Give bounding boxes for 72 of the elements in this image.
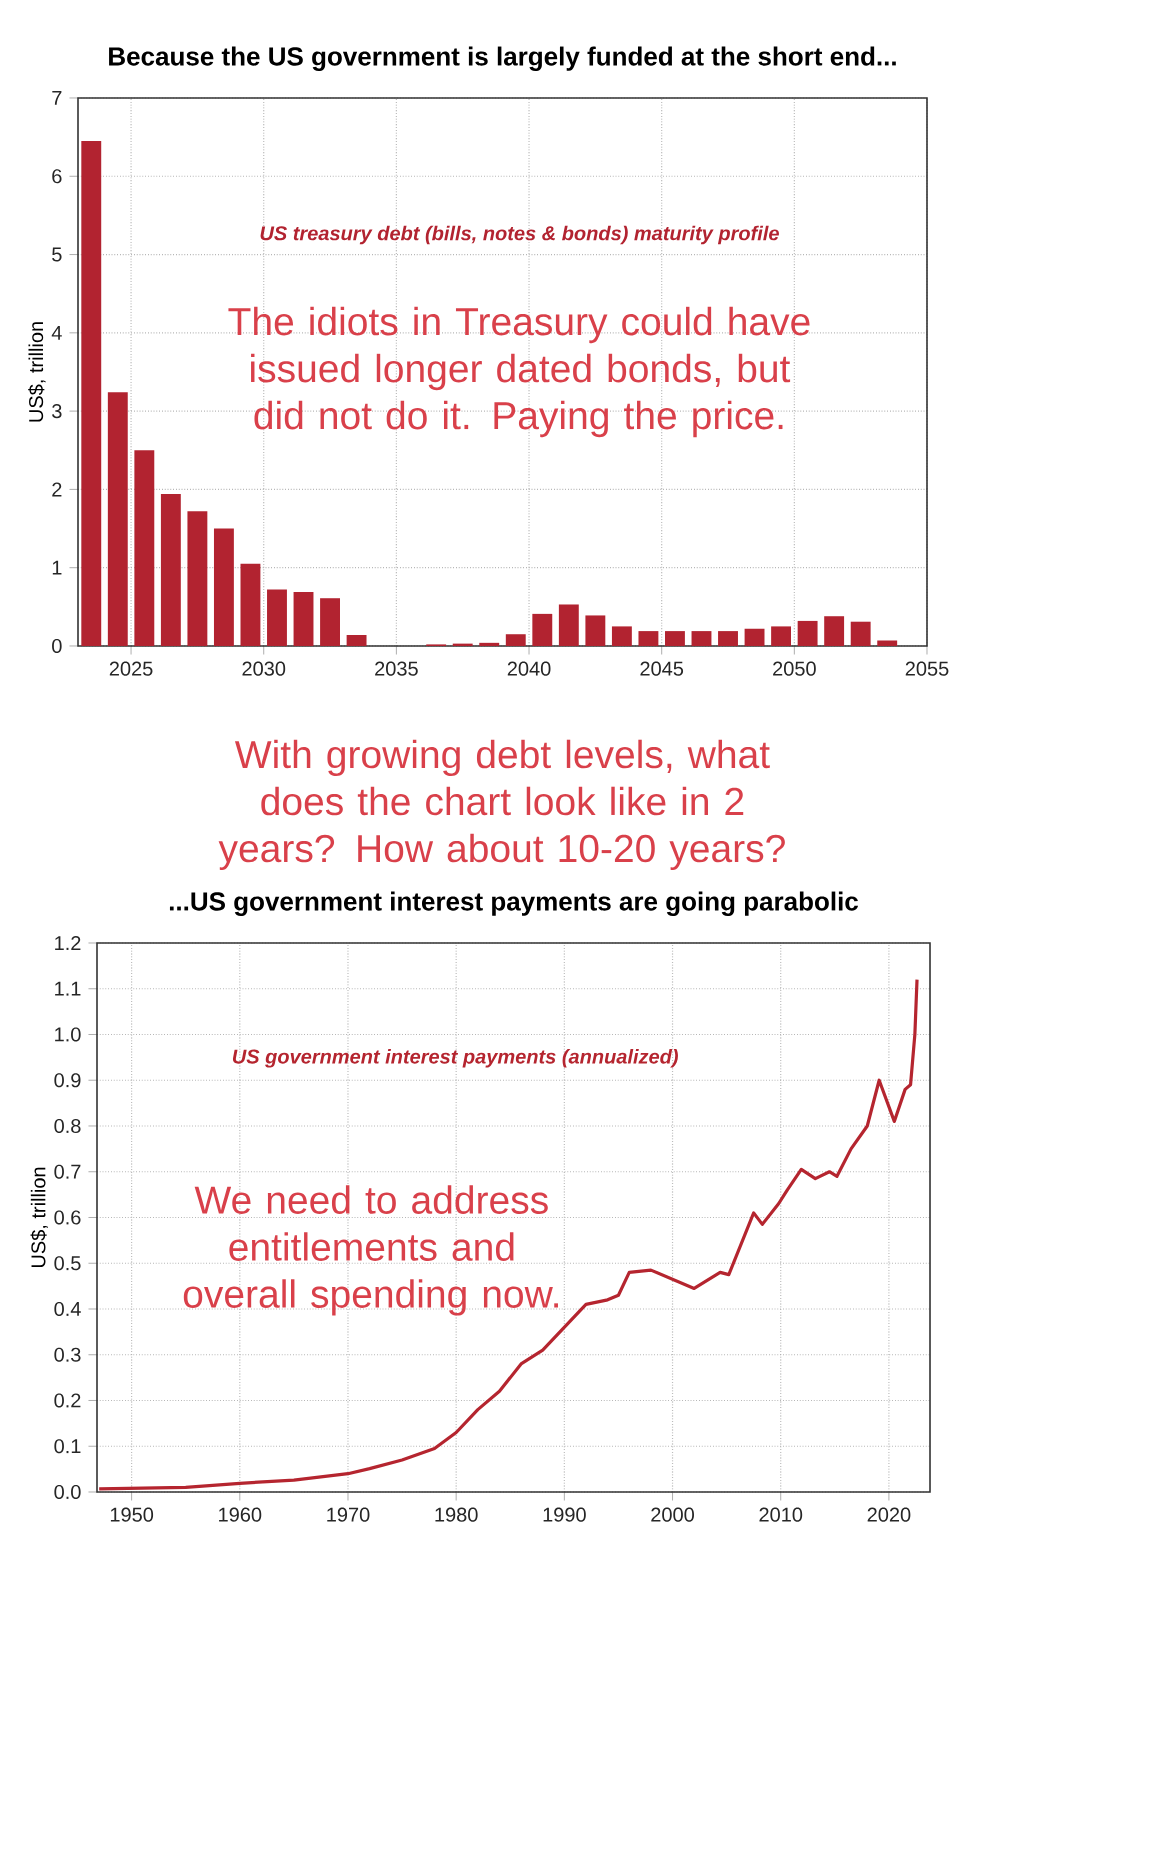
bar — [877, 640, 898, 646]
y-tick-label: 0.1 — [54, 1439, 81, 1454]
bar — [134, 450, 155, 646]
bar — [187, 511, 208, 646]
y-tick-label: 0 — [52, 638, 62, 654]
bar — [824, 616, 845, 646]
annotation: US government interest payments (annualized) — [232, 1048, 678, 1068]
y-tick-label: 0.6 — [54, 1210, 81, 1225]
annotation: The idiots in Treasury could have issued longer dated bonds, but did not do it. Paying the price. — [228, 306, 810, 438]
y-tick-label: 1 — [52, 560, 62, 575]
bar — [638, 631, 659, 646]
x-tick-label: 1950 — [110, 1507, 154, 1522]
y-tick-label: 7 — [52, 91, 62, 105]
chart-title: Because the US government is largely funded at the short end... — [109, 46, 896, 71]
y-tick-label: 4 — [51, 325, 62, 340]
bar — [532, 613, 553, 646]
y-axis-title: US$, trillion — [28, 322, 46, 422]
bar — [558, 604, 579, 646]
bar — [744, 628, 765, 646]
x-tick-label: 2035 — [375, 661, 418, 676]
y-tick-label: 0.9 — [54, 1073, 81, 1088]
y-tick-label: 0.5 — [54, 1256, 81, 1271]
y-tick-label: 0.0 — [54, 1484, 81, 1500]
bar — [346, 635, 367, 646]
text: With growing debt levels, what does the chart look like in 2 years? How about 10-20 years? — [218, 739, 785, 871]
bar — [240, 563, 261, 646]
bar — [691, 631, 712, 646]
x-tick-label: 2000 — [651, 1507, 694, 1522]
y-tick-label: 3 — [52, 404, 62, 419]
y-axis-title: US$, trillion — [30, 1167, 48, 1268]
x-tick-label: 2025 — [109, 661, 153, 676]
bar — [213, 528, 234, 646]
bar — [611, 626, 632, 646]
x-tick-label: 2030 — [242, 661, 286, 676]
y-tick-label: 0.4 — [54, 1301, 81, 1317]
y-tick-label: 1.1 — [55, 981, 81, 996]
bar — [797, 620, 818, 646]
annotation: US treasury debt (bills, notes & bonds) maturity profile — [260, 225, 779, 245]
bar — [160, 494, 181, 646]
bar — [771, 626, 792, 646]
x-tick-label: 2050 — [773, 661, 816, 676]
bar — [107, 392, 128, 646]
y-tick-label: 0.2 — [54, 1393, 81, 1408]
x-tick-label: 1980 — [435, 1507, 478, 1522]
y-tick-label: 5 — [52, 247, 62, 262]
y-tick-label: 1.0 — [55, 1027, 81, 1042]
bar — [81, 141, 102, 646]
x-tick-label: 2045 — [640, 661, 684, 676]
bar — [505, 634, 526, 646]
annotation: We need to address entitlements and overall spending now. — [183, 1185, 558, 1316]
bar — [585, 615, 606, 646]
bar — [267, 589, 287, 646]
x-tick-label: 2010 — [759, 1507, 803, 1522]
y-tick-label: 0.3 — [54, 1347, 81, 1362]
bar — [320, 598, 340, 646]
x-tick-label: 1990 — [543, 1507, 586, 1522]
y-tick-label: 6 — [52, 169, 62, 184]
x-tick-label: 1960 — [219, 1507, 262, 1522]
y-tick-label: 0.8 — [54, 1118, 81, 1134]
bar — [850, 621, 871, 646]
x-tick-label: 1970 — [327, 1507, 370, 1522]
y-tick-label: 2 — [52, 482, 62, 497]
bar — [293, 591, 314, 646]
bar — [718, 631, 738, 646]
chart-title: ...US government interest payments are going parabolic — [169, 891, 859, 916]
bar — [665, 631, 685, 646]
x-tick-label: 2055 — [905, 661, 949, 676]
bar — [479, 642, 500, 646]
x-tick-label: 2020 — [867, 1507, 911, 1522]
y-tick-label: 0.7 — [54, 1164, 81, 1179]
y-tick-label: 1.2 — [55, 936, 81, 950]
x-tick-label: 2040 — [507, 661, 551, 676]
